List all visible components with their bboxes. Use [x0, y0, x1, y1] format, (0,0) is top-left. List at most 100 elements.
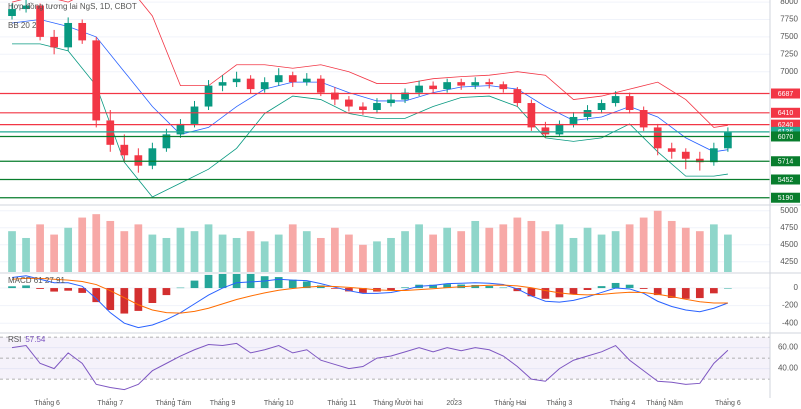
volume-bar — [331, 227, 339, 272]
candle-body — [148, 148, 157, 166]
volume-bar — [429, 234, 437, 272]
volume-bar — [457, 231, 466, 272]
macd-histogram-bar — [429, 284, 437, 289]
macd-histogram-bar — [639, 288, 648, 289]
x-tick-label: Tháng 10 — [264, 400, 294, 407]
volume-bar — [274, 234, 283, 272]
candle-body — [429, 85, 437, 90]
candle-body — [232, 78, 241, 83]
macd-histogram-bar — [471, 284, 480, 289]
x-tick-label: Tháng 11 — [327, 400, 356, 407]
candle-body — [667, 148, 676, 152]
pane — [0, 274, 770, 329]
candle-body — [190, 106, 199, 124]
macd-histogram-bar — [625, 284, 634, 289]
macd-histogram-bar — [288, 279, 297, 289]
candle-body — [415, 85, 423, 93]
macd-histogram-bar — [176, 287, 185, 289]
candle-body — [555, 123, 564, 135]
macd-histogram-bar — [204, 274, 213, 289]
volume-bar — [625, 224, 634, 272]
indicator-legend: BB 20 2 — [8, 21, 37, 30]
macd-histogram-bar — [345, 288, 353, 292]
x-tick-label: Tháng Hai — [494, 400, 527, 407]
y-tick-label: 4750 — [780, 223, 798, 232]
level-label-box — [771, 192, 800, 203]
rsi-line — [11, 342, 729, 391]
candle-body — [653, 127, 662, 149]
candle-body — [485, 82, 494, 85]
macd-histogram-bar — [134, 288, 143, 311]
candle-body — [106, 120, 115, 145]
volume-bar — [260, 241, 269, 272]
volume-bar — [401, 231, 409, 272]
candle-body — [611, 96, 620, 104]
x-tick-label: Tháng 6 — [715, 400, 741, 407]
macd-histogram-bar — [22, 285, 30, 289]
y-tick-label: 7000 — [780, 67, 798, 76]
candle-body — [36, 5, 44, 37]
macd-histogram-bar — [106, 288, 115, 311]
macd-histogram-bar — [50, 288, 58, 292]
macd-histogram-bar — [274, 277, 283, 289]
macd-histogram-bar — [695, 288, 704, 299]
volume-bar — [527, 220, 536, 272]
candle-body — [260, 82, 269, 90]
y-tick-label: 7750 — [780, 15, 798, 24]
candle-body — [274, 75, 283, 83]
volume-bar — [359, 244, 367, 272]
x-tick-label: Tháng 7 — [97, 400, 123, 407]
macd-histogram-bar — [527, 288, 536, 297]
volume-bar — [541, 231, 550, 272]
candle-body — [204, 85, 213, 107]
level-label-box — [771, 88, 800, 99]
candle-body — [176, 123, 185, 135]
volume-bar — [471, 220, 480, 272]
macd-histogram-bar — [218, 274, 227, 289]
volume-bar — [302, 231, 311, 272]
candle-body — [724, 131, 732, 149]
y-tick-label: 8000 — [780, 0, 798, 6]
candle-body — [78, 22, 87, 41]
candle-body — [639, 110, 648, 128]
level-label: 6410 — [778, 110, 794, 117]
pane — [0, 0, 770, 198]
macd-histogram-bar — [513, 288, 522, 292]
candle-body — [709, 148, 718, 163]
macd-histogram-bar — [8, 286, 16, 289]
y-tick-label: 4250 — [780, 257, 798, 266]
volume-bar — [218, 234, 227, 272]
candle-body — [288, 75, 297, 83]
candle-body — [331, 92, 339, 100]
macd-histogram-bar — [359, 288, 367, 293]
macd-histogram-bar — [260, 276, 269, 289]
chart-title: Hợp đồng tương lai NgS, 1D, CBOT — [8, 2, 137, 11]
candle-body — [246, 78, 255, 90]
signal-line — [11, 277, 728, 314]
level-label-box — [771, 107, 800, 118]
volume-bar — [639, 217, 648, 272]
volume-bar — [36, 224, 44, 272]
macd-histogram-bar — [120, 288, 129, 314]
level-label: 5714 — [778, 159, 794, 166]
macd-histogram-bar — [443, 284, 452, 289]
x-tick-label: 2023 — [446, 400, 462, 407]
x-tick-label: Tháng Tám — [156, 400, 192, 407]
level-label: 5452 — [778, 177, 794, 184]
volume-bar — [92, 214, 101, 272]
x-tick-label: Tháng 3 — [547, 400, 573, 407]
macd-histogram-bar — [190, 280, 199, 289]
volume-bar — [162, 237, 171, 272]
volume-bar — [667, 220, 676, 272]
macd-histogram-bar — [681, 288, 690, 299]
macd-histogram-bar — [246, 274, 255, 289]
candle-body — [457, 82, 466, 86]
candle-body — [218, 82, 227, 86]
level-label-box — [771, 119, 800, 130]
macd-histogram-bar — [569, 288, 578, 295]
volume-bar — [8, 231, 16, 272]
volume-bar — [204, 224, 213, 272]
volume-bar — [681, 227, 690, 272]
candle-body — [8, 9, 16, 17]
macd-histogram-bar — [92, 288, 101, 303]
